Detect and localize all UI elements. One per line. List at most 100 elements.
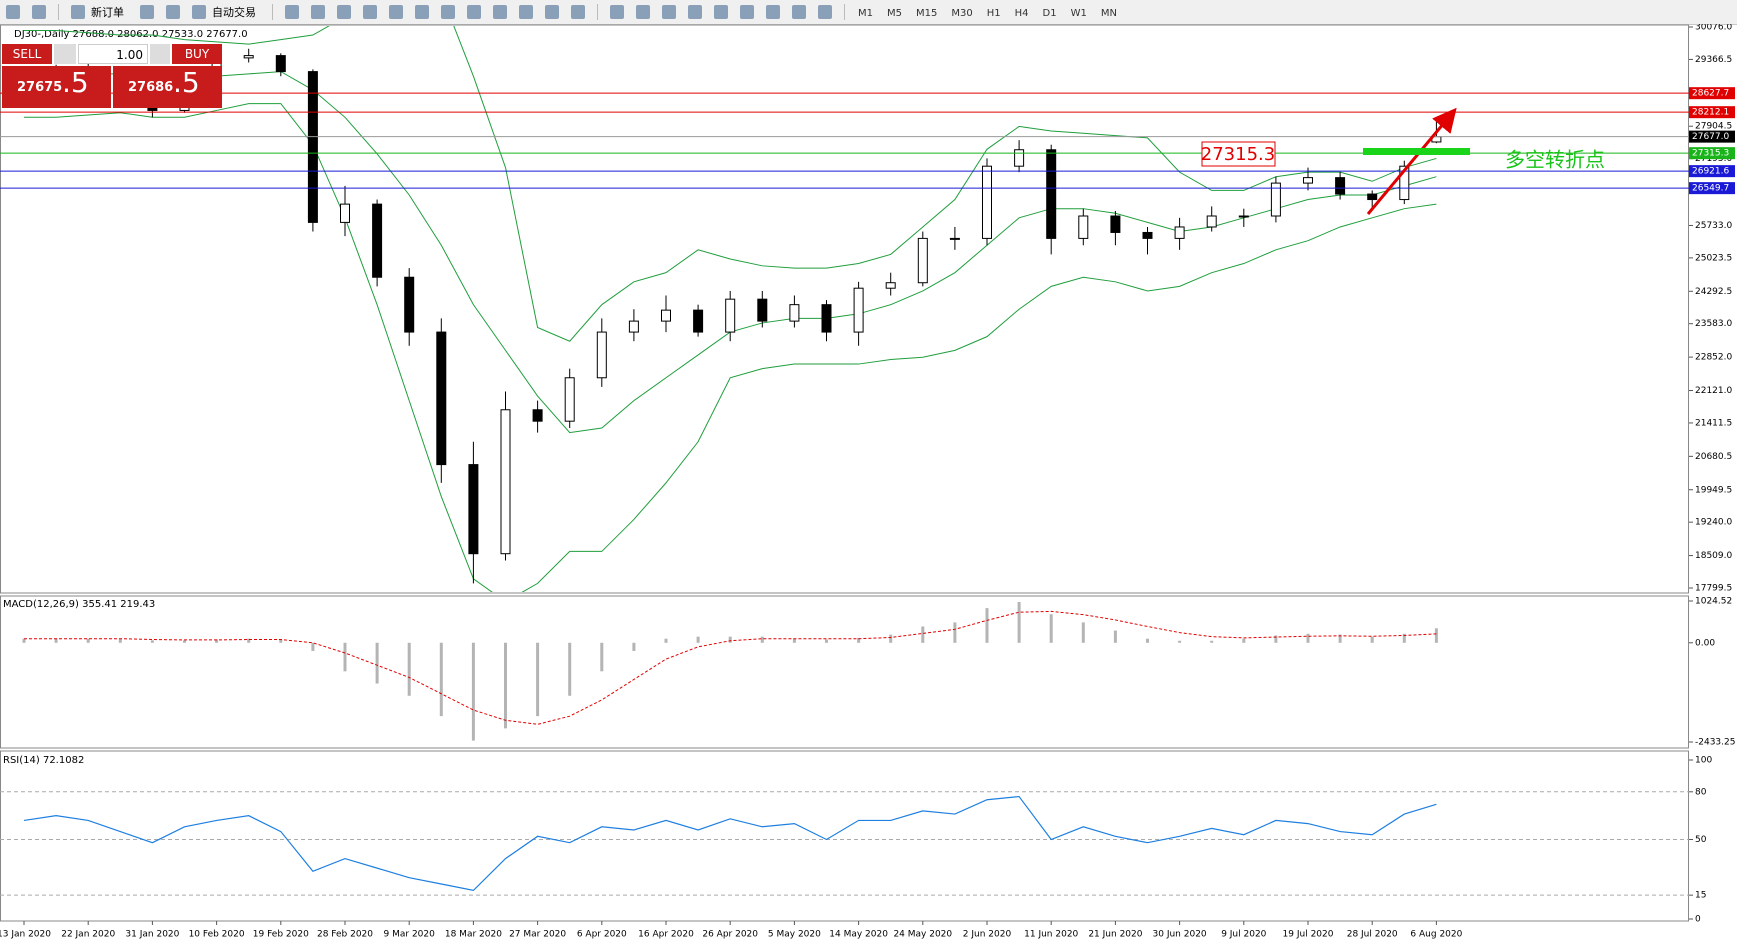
x-tick-label: 30 Jun 2020 <box>1153 930 1207 940</box>
timeframe-button[interactable]: H1 <box>986 7 1001 19</box>
icon[interactable] <box>337 5 351 19</box>
candle-body <box>949 237 960 240</box>
x-tick-label: 19 Jul 2020 <box>1283 930 1334 940</box>
candle-body <box>1174 226 1185 239</box>
level-label: 27315.3 <box>1692 149 1729 159</box>
sell-price: 27675 <box>17 80 63 95</box>
x-tick-label: 10 Feb 2020 <box>189 930 245 940</box>
icon[interactable] <box>766 5 780 19</box>
y-tick-label: 19240.0 <box>1695 518 1732 528</box>
icon[interactable] <box>662 5 676 19</box>
candle-body <box>564 377 575 422</box>
note: 多空转折点 <box>1505 148 1605 172</box>
lot-input[interactable]: 1.00 <box>78 44 148 64</box>
band-upper <box>24 26 1437 342</box>
band-lower <box>24 103 1437 592</box>
lot-down[interactable] <box>54 44 76 64</box>
x-tick-label: 21 Jun 2020 <box>1088 930 1142 940</box>
candle-body <box>1014 149 1025 167</box>
icon[interactable] <box>311 5 325 19</box>
icon[interactable] <box>32 5 46 19</box>
icon[interactable] <box>285 5 299 19</box>
candle-body <box>1238 215 1249 218</box>
lot-up[interactable] <box>150 44 170 64</box>
timeframe-button[interactable]: MN <box>1100 7 1117 19</box>
candle-body <box>372 203 383 278</box>
candle-body <box>596 331 607 379</box>
icon[interactable] <box>363 5 377 19</box>
icon[interactable] <box>493 5 507 19</box>
x-tick-label: 24 May 2020 <box>893 930 952 940</box>
x-tick-label: 14 May 2020 <box>829 930 888 940</box>
icon[interactable] <box>415 5 429 19</box>
candle-body <box>436 331 447 466</box>
level-label: 26921.6 <box>1692 167 1729 177</box>
icon[interactable] <box>6 5 20 19</box>
icon[interactable] <box>519 5 533 19</box>
icon[interactable] <box>688 5 702 19</box>
y-tick-label: 15 <box>1695 891 1706 901</box>
timeframe-button[interactable]: M1 <box>858 7 873 19</box>
icon[interactable] <box>818 5 832 19</box>
icon[interactable] <box>571 5 585 19</box>
x-tick-label: 6 Aug 2020 <box>1410 930 1462 940</box>
icon[interactable] <box>714 5 728 19</box>
auto-trading-button[interactable]: 自动交易 <box>212 6 256 19</box>
icon[interactable] <box>140 5 154 19</box>
buy-fraction: .5 <box>173 66 200 99</box>
icon[interactable] <box>71 5 85 19</box>
x-tick-label: 11 Jun 2020 <box>1024 930 1078 940</box>
macd-panel <box>0 595 1689 749</box>
icon[interactable] <box>792 5 806 19</box>
sell-price-box[interactable]: 27675.5 <box>2 66 111 108</box>
timeframe-button[interactable]: M5 <box>887 7 902 19</box>
y-tick-label: 80 <box>1695 787 1707 797</box>
timeframe-button[interactable]: M15 <box>916 7 938 19</box>
x-tick-label: 19 Feb 2020 <box>253 930 309 940</box>
icon[interactable] <box>545 5 559 19</box>
x-tick-label: 26 Apr 2020 <box>702 930 758 940</box>
y-tick-label: 24292.5 <box>1695 287 1732 297</box>
new-order-button[interactable]: 新订单 <box>91 6 124 19</box>
icon[interactable] <box>166 5 180 19</box>
x-tick-label: 28 Feb 2020 <box>317 930 373 940</box>
y-tick-label: 22852.0 <box>1695 353 1732 363</box>
y-tick-label: 21411.5 <box>1695 418 1732 428</box>
y-tick-label: 25023.5 <box>1695 253 1732 263</box>
sell-button[interactable]: SELL <box>2 44 52 64</box>
timeframe-button[interactable]: D1 <box>1042 7 1057 19</box>
x-tick-label: 18 Mar 2020 <box>445 930 502 940</box>
icon[interactable] <box>441 5 455 19</box>
y-tick-label: 29366.5 <box>1695 55 1732 65</box>
y-tick-label: 17799.5 <box>1695 584 1732 594</box>
candle-body <box>307 71 318 223</box>
level-label: 28627.7 <box>1692 89 1729 99</box>
candle-body <box>1399 165 1410 201</box>
candle-body <box>1110 215 1121 233</box>
timeframe-button[interactable]: W1 <box>1070 7 1087 19</box>
candle-body <box>1335 177 1346 195</box>
level-label: 28212.1 <box>1692 108 1729 118</box>
level-tag <box>1689 87 1735 100</box>
buy-price-box[interactable]: 27686.5 <box>113 66 222 108</box>
chart: DJ30-,Daily 27688.0 28062.0 27533.0 2767… <box>0 24 1735 940</box>
icon[interactable] <box>610 5 624 19</box>
y-tick-label: 0.00 <box>1695 638 1715 648</box>
timeframe-button[interactable]: H4 <box>1014 7 1029 19</box>
macd-signal <box>24 610 1437 725</box>
level-tag <box>1689 130 1735 143</box>
icon[interactable] <box>740 5 754 19</box>
timeframe-button[interactable]: M30 <box>951 7 973 19</box>
icon[interactable] <box>389 5 403 19</box>
buy-button[interactable]: BUY <box>172 44 222 64</box>
level-label: 27677.0 <box>1692 132 1729 142</box>
x-tick-label: 28 Jul 2020 <box>1347 930 1398 940</box>
icon[interactable] <box>467 5 481 19</box>
y-tick-label: 20680.5 <box>1695 452 1732 462</box>
rsi-line <box>23 795 1437 892</box>
x-tick-label: 9 Mar 2020 <box>384 930 436 940</box>
icon[interactable] <box>192 5 206 19</box>
icon[interactable] <box>636 5 650 19</box>
level-tag <box>1689 106 1735 119</box>
